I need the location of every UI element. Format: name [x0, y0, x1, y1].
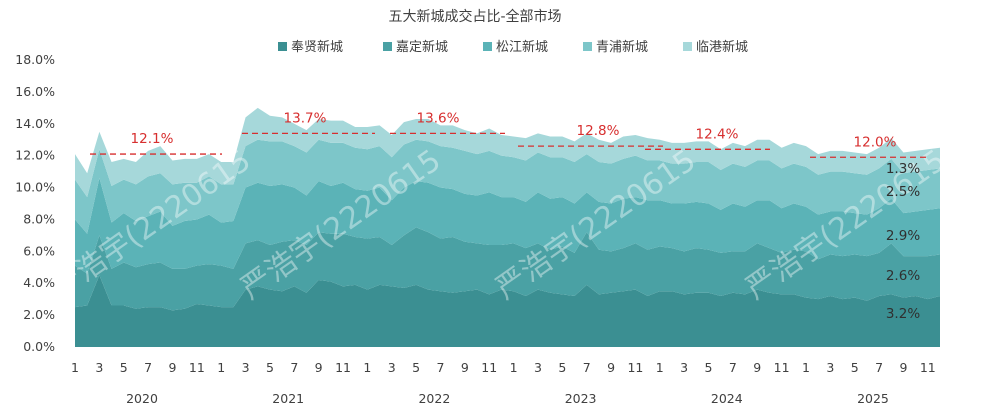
area-青浦新城	[75, 139, 940, 234]
share-labels: 1.3% 2.5% 2.9% 2.6% 3.2%	[886, 161, 920, 322]
x-tick-label: 7	[144, 360, 152, 375]
y-tick-label: 8.0%	[23, 211, 55, 226]
x-tick-label: 7	[583, 360, 591, 375]
x-tick-label: 1	[802, 360, 810, 375]
chart-title: 五大新城成交占比-全部市场	[388, 8, 561, 25]
legend-swatch	[483, 42, 492, 51]
y-tick-label: 12.0%	[15, 148, 55, 163]
x-tick-label: 11	[189, 360, 205, 375]
avg-label-2022: 13.6%	[417, 110, 460, 126]
x-tick-label: 5	[705, 360, 713, 375]
x-tick-label: 3	[680, 360, 688, 375]
share-label-松江新城: 2.9%	[886, 228, 920, 244]
x-tick-label: 1	[656, 360, 664, 375]
x-tick-label: 3	[95, 360, 103, 375]
legend: 奉贤新城 嘉定新城 松江新城 青浦新城 临港新城	[278, 39, 748, 55]
legend-swatch	[683, 42, 692, 51]
legend-label: 奉贤新城	[291, 39, 343, 55]
x-tick-label: 9	[168, 360, 176, 375]
x-tick-label: 3	[388, 360, 396, 375]
year-label: 2021	[272, 391, 304, 406]
y-axis: 0.0% 2.0% 4.0% 6.0% 8.0% 10.0% 12.0% 14.0% 16.0%…	[15, 52, 55, 354]
share-label-青浦新城: 2.5%	[886, 184, 920, 200]
y-tick-label: 10.0%	[15, 180, 55, 195]
year-label: 2024	[711, 391, 743, 406]
x-tick-label: 9	[899, 360, 907, 375]
area-奉贤新城	[75, 275, 940, 347]
legend-item: 奉贤新城	[278, 39, 343, 55]
year-label: 2020	[126, 391, 158, 406]
x-tick-label: 11	[774, 360, 790, 375]
x-tick-label: 11	[627, 360, 643, 375]
y-tick-label: 16.0%	[15, 84, 55, 99]
avg-label-2025: 12.0%	[854, 134, 897, 150]
legend-item: 青浦新城	[583, 39, 648, 55]
legend-label: 临港新城	[696, 39, 748, 55]
x-tick-label: 7	[437, 360, 445, 375]
legend-item: 嘉定新城	[383, 39, 448, 55]
x-tick-label: 1	[510, 360, 518, 375]
x-tick-label: 11	[481, 360, 497, 375]
x-tick-label: 1	[363, 360, 371, 375]
annual-average-lines: 12.1% 13.7% 13.6% 12.8% 12.4% 12.0%	[90, 110, 930, 158]
x-tick-label: 3	[242, 360, 250, 375]
x-tick-label: 5	[120, 360, 128, 375]
x-tick-label: 9	[607, 360, 615, 375]
x-tick-label: 7	[875, 360, 883, 375]
x-tick-label: 9	[315, 360, 323, 375]
legend-label: 松江新城	[496, 39, 548, 55]
y-tick-label: 6.0%	[23, 243, 55, 258]
avg-label-2023: 12.8%	[577, 123, 620, 139]
y-tick-label: 0.0%	[23, 339, 55, 354]
avg-label-2020: 12.1%	[131, 131, 174, 147]
legend-swatch	[278, 42, 287, 51]
y-tick-label: 2.0%	[23, 307, 55, 322]
x-tick-label: 1	[71, 360, 79, 375]
x-tick-label: 5	[851, 360, 859, 375]
x-tick-label: 5	[412, 360, 420, 375]
legend-item: 松江新城	[483, 39, 548, 55]
year-label: 2025	[857, 391, 889, 406]
x-tick-label: 3	[826, 360, 834, 375]
x-tick-label: 1	[217, 360, 225, 375]
stacked-areas	[75, 107, 940, 347]
legend-label: 嘉定新城	[396, 39, 448, 55]
area-临港新城	[75, 107, 940, 198]
share-label-临港新城: 1.3%	[886, 161, 920, 177]
year-label: 2023	[565, 391, 597, 406]
area-松江新城	[75, 177, 940, 274]
avg-label-2021: 13.7%	[284, 110, 327, 126]
y-tick-label: 14.0%	[15, 116, 55, 131]
x-tick-label: 7	[729, 360, 737, 375]
share-label-嘉定新城: 2.6%	[886, 268, 920, 284]
x-axis: 1 3 5 7 9 11 1 3 5 7 9 11 1 3 5 7 9 11 1 3 5 7 9 11 1 3 5 7 9 11 1 3 5 7 9…	[71, 360, 936, 406]
legend-swatch	[383, 42, 392, 51]
x-tick-label: 5	[266, 360, 274, 375]
legend-swatch	[583, 42, 592, 51]
legend-label: 青浦新城	[596, 39, 648, 55]
y-tick-label: 18.0%	[15, 52, 55, 67]
x-tick-label: 7	[290, 360, 298, 375]
legend-item: 临港新城	[683, 39, 748, 55]
x-tick-label: 5	[558, 360, 566, 375]
x-tick-label: 9	[461, 360, 469, 375]
y-tick-label: 4.0%	[23, 275, 55, 290]
x-tick-label: 11	[335, 360, 351, 375]
x-tick-label: 3	[534, 360, 542, 375]
year-label: 2022	[418, 391, 450, 406]
area-嘉定新城	[75, 227, 940, 311]
share-label-奉贤新城: 3.2%	[886, 306, 920, 322]
x-tick-label: 11	[920, 360, 936, 375]
avg-label-2024: 12.4%	[696, 126, 739, 142]
x-tick-label: 9	[753, 360, 761, 375]
